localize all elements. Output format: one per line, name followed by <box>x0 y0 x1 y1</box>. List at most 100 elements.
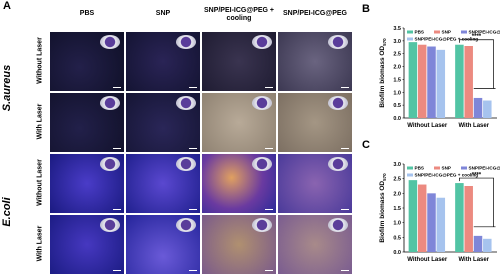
scale-bar <box>341 87 349 88</box>
y-axis-label-sub: 570 <box>382 173 387 181</box>
micrograph <box>126 32 200 91</box>
legend-label: PBS <box>415 30 424 35</box>
dish-inset <box>328 157 348 171</box>
dish-inset <box>100 35 120 49</box>
scale-bar <box>341 209 349 210</box>
legend-label: SNP/PEI-ICG@PEG + cooling <box>415 37 479 42</box>
y-tick-label: 0.0 <box>393 250 401 256</box>
micrograph <box>50 93 124 152</box>
micrograph <box>278 215 352 274</box>
y-axis-label: Biofilm biomass OD570 <box>379 173 387 243</box>
micrograph <box>202 93 276 152</box>
legend-swatch <box>434 30 440 34</box>
bar <box>427 46 436 119</box>
column-header: SNP <box>155 10 171 17</box>
dish-inset <box>100 157 120 171</box>
scale-bar <box>189 209 197 210</box>
significance-label: **** <box>472 34 482 40</box>
bar <box>436 197 446 252</box>
legend-swatch <box>407 37 413 41</box>
micrograph <box>126 93 200 152</box>
bar <box>483 100 492 118</box>
legend-swatch <box>407 30 413 34</box>
panel-label: B <box>362 3 370 15</box>
micrograph <box>278 154 352 213</box>
bar <box>473 97 483 118</box>
y-tick-label: 1.0 <box>393 221 401 227</box>
column-header: SNP/PEI-ICG@PEG + cooling <box>203 7 275 22</box>
scale-bar <box>113 87 121 88</box>
y-tick-label: 0.0 <box>393 116 401 122</box>
dish-inset <box>100 218 120 232</box>
dish-inset <box>176 218 196 232</box>
dish-inset <box>252 218 272 232</box>
bar <box>408 180 418 252</box>
y-tick-label: 3.5 <box>393 26 401 32</box>
bar <box>455 183 464 252</box>
y-axis-label-text: Biofilm biomass OD <box>379 181 386 243</box>
panel-label: C <box>362 139 370 151</box>
scale-bar <box>113 270 121 271</box>
legend-swatch <box>407 173 413 177</box>
legend-label: SNP/PEI-ICG@PEG + cooling <box>415 173 479 178</box>
dish-inset <box>328 218 348 232</box>
micrograph <box>50 32 124 91</box>
dish-inset <box>252 35 272 49</box>
micrograph <box>278 32 352 91</box>
legend-label: SNP/PEI-ICG@PEG <box>469 30 500 35</box>
dish-inset <box>176 96 196 110</box>
bar <box>436 49 446 118</box>
x-tick-label: With Laser <box>458 123 489 129</box>
y-tick-label: 3.0 <box>393 162 401 168</box>
x-tick-label: Without Laser <box>407 123 448 129</box>
micrograph <box>278 93 352 152</box>
y-tick-label: 1.5 <box>393 77 401 83</box>
micrograph <box>202 32 276 91</box>
bar <box>464 186 473 252</box>
scale-bar <box>113 148 121 149</box>
y-tick-label: 2.0 <box>393 191 401 197</box>
y-tick-label: 0.5 <box>393 235 401 241</box>
scale-bar <box>265 148 273 149</box>
significance-bracket <box>459 39 496 89</box>
scale-bar <box>341 270 349 271</box>
scale-bar <box>113 209 121 210</box>
y-axis-label-text: Biofilm biomass OD <box>379 46 386 108</box>
column-header: PBS <box>79 10 95 17</box>
significance-label: **** <box>472 173 482 179</box>
legend-swatch <box>434 166 440 170</box>
legend-swatch <box>461 30 467 34</box>
micrograph <box>126 154 200 213</box>
scale-bar <box>189 270 197 271</box>
scale-bar <box>265 270 273 271</box>
legend-label: SNP <box>442 30 451 35</box>
legend-label: SNP <box>442 166 451 171</box>
scale-bar <box>189 148 197 149</box>
bar <box>427 193 436 252</box>
x-tick-label: Without Laser <box>407 257 448 263</box>
bar <box>464 46 473 118</box>
y-tick-label: 3.0 <box>393 39 401 45</box>
bar <box>417 44 427 118</box>
bar <box>473 235 483 252</box>
legend-label: SNP/PEI-ICG@PEG <box>469 166 500 171</box>
y-tick-label: 2.5 <box>393 177 401 183</box>
scale-bar <box>265 209 273 210</box>
micrograph <box>50 154 124 213</box>
column-header: SNP/PEI-ICG@PEG <box>282 10 347 17</box>
bar <box>417 184 427 252</box>
bar <box>408 42 418 119</box>
legend-swatch <box>407 166 413 170</box>
scale-bar <box>265 87 273 88</box>
y-axis-label: Biofilm biomass OD570 <box>379 38 387 108</box>
y-axis-label-sub: 570 <box>382 38 387 46</box>
dish-inset <box>252 157 272 171</box>
y-tick-label: 2.5 <box>393 52 401 58</box>
bar <box>483 238 492 252</box>
dish-inset <box>252 96 272 110</box>
y-tick-label: 1.5 <box>393 206 401 212</box>
dish-inset <box>100 96 120 110</box>
bar <box>455 44 464 118</box>
